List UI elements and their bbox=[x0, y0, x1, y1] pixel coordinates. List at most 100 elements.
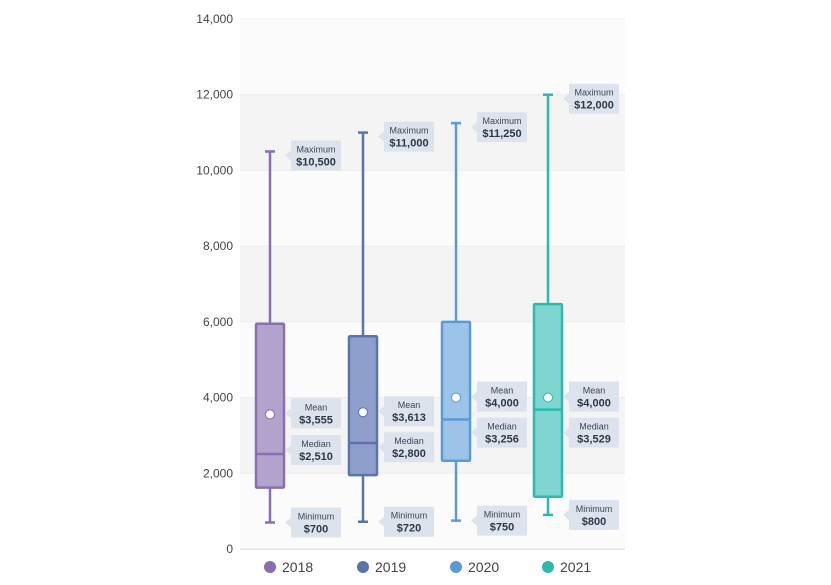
legend-item-2019: 2019 bbox=[357, 559, 406, 575]
callout-value: $2,800 bbox=[392, 448, 426, 460]
series-2021: Maximum $12,000 Mean $4,000 Median $3,529 Mini… bbox=[532, 83, 619, 530]
callout-min: Minimum $800 bbox=[563, 499, 619, 530]
callout-max: Maximum $10,500 bbox=[285, 140, 341, 171]
callout-title: Minimum bbox=[298, 512, 335, 522]
callout-title: Median bbox=[487, 422, 517, 432]
callout-bubble bbox=[378, 432, 434, 463]
grid-band bbox=[240, 170, 625, 247]
callout-value: $12,000 bbox=[574, 100, 614, 112]
callout-title: Median bbox=[301, 439, 331, 449]
series-2020: Maximum $11,250 Mean $4,000 Median $3,256 Mini… bbox=[440, 112, 527, 536]
callout-value: $4,000 bbox=[485, 398, 519, 410]
callout-value: $800 bbox=[582, 516, 606, 528]
callout-value: $700 bbox=[304, 524, 328, 536]
callout-value: $3,555 bbox=[299, 414, 333, 426]
mean-marker bbox=[451, 392, 461, 403]
box-iqr bbox=[440, 320, 472, 463]
legend-swatch bbox=[264, 561, 276, 573]
callout-title: Mean bbox=[398, 400, 421, 410]
callout-min: Minimum $720 bbox=[378, 506, 434, 537]
callout-bubble bbox=[471, 381, 527, 412]
callout-value: $3,613 bbox=[392, 412, 426, 424]
callout-title: Mean bbox=[491, 386, 514, 396]
callout-value: $3,256 bbox=[485, 434, 519, 446]
callout-min: Minimum $750 bbox=[471, 505, 527, 536]
callout-title: Maximum bbox=[574, 88, 613, 98]
legend-item-2021: 2021 bbox=[542, 559, 591, 575]
callout-bubble bbox=[471, 417, 527, 448]
box-iqr bbox=[347, 334, 379, 477]
callout-value: $4,000 bbox=[577, 398, 611, 410]
legend-swatch bbox=[542, 561, 554, 573]
mean-marker bbox=[358, 407, 368, 418]
callout-title: Maximum bbox=[482, 116, 521, 126]
y-tick-label: 2,000 bbox=[203, 466, 233, 480]
callout-max: Maximum $11,250 bbox=[471, 112, 527, 143]
y-tick-label: 6,000 bbox=[203, 315, 233, 329]
callout-bubble bbox=[285, 507, 341, 538]
callout-value: $3,529 bbox=[577, 434, 611, 446]
y-tick-label: 14,000 bbox=[196, 12, 233, 26]
callout-bubble bbox=[563, 381, 619, 412]
callout-bubble bbox=[563, 499, 619, 530]
y-tick-label: 10,000 bbox=[196, 163, 233, 177]
callout-median: Median $2,800 bbox=[378, 432, 434, 463]
callout-value: $11,000 bbox=[389, 138, 428, 150]
callout-title: Mean bbox=[583, 386, 606, 396]
grid-band bbox=[240, 246, 625, 322]
legend-label: 2018 bbox=[282, 559, 313, 575]
callout-median: Median $3,256 bbox=[471, 417, 527, 448]
callout-mean: Mean $3,555 bbox=[285, 398, 341, 429]
callout-max: Maximum $12,000 bbox=[563, 83, 619, 114]
legend-label: 2021 bbox=[560, 559, 591, 575]
callout-bubble bbox=[471, 505, 527, 536]
callout-bubble bbox=[285, 140, 341, 171]
series-2019: Maximum $11,000 Mean $3,613 Median $2,800 Mini… bbox=[347, 121, 434, 537]
y-tick-label: 4,000 bbox=[203, 391, 233, 405]
callout-mean: Mean $4,000 bbox=[471, 381, 527, 412]
box-iqr bbox=[254, 322, 286, 489]
callout-bubble bbox=[563, 417, 619, 448]
callout-value: $720 bbox=[397, 523, 421, 535]
y-tick-label: 12,000 bbox=[196, 88, 233, 102]
legend-item-2018: 2018 bbox=[264, 559, 313, 575]
callout-bubble bbox=[471, 112, 527, 143]
callout-median: Median $3,529 bbox=[563, 417, 619, 448]
callout-bubble bbox=[285, 434, 341, 465]
callout-title: Minimum bbox=[484, 510, 521, 520]
callout-title: Median bbox=[579, 422, 609, 432]
callout-mean: Mean $3,613 bbox=[378, 396, 434, 427]
callout-title: Mean bbox=[305, 402, 328, 412]
callout-bubble bbox=[378, 396, 434, 427]
y-axis: 0 2,000 4,000 6,000 8,000 10,000 12,000 14,000 bbox=[196, 12, 233, 556]
callout-title: Maximum bbox=[389, 126, 428, 136]
callout-title: Maximum bbox=[296, 145, 335, 155]
callout-median: Median $2,510 bbox=[285, 434, 341, 465]
grid-band bbox=[240, 321, 625, 398]
mean-marker bbox=[265, 409, 275, 420]
y-tick-label: 8,000 bbox=[203, 239, 233, 253]
legend-item-2020: 2020 bbox=[450, 559, 499, 575]
mean-marker bbox=[543, 392, 553, 403]
callout-title: Median bbox=[394, 436, 424, 446]
callout-title: Minimum bbox=[576, 504, 613, 514]
callout-value: $11,250 bbox=[482, 128, 521, 140]
series-2018: Maximum $10,500 Mean $3,555 Median $2,510 Mini… bbox=[254, 140, 341, 538]
legend: 2018 2019 2020 2021 bbox=[264, 559, 591, 575]
callout-value: $2,510 bbox=[299, 451, 333, 463]
callout-bubble bbox=[563, 83, 619, 114]
legend-label: 2020 bbox=[468, 559, 499, 575]
y-tick-label: 0 bbox=[226, 542, 233, 556]
legend-swatch bbox=[357, 561, 369, 573]
grid-band bbox=[240, 19, 625, 95]
callout-mean: Mean $4,000 bbox=[563, 381, 619, 412]
callout-value: $10,500 bbox=[296, 157, 336, 169]
callout-bubble bbox=[285, 398, 341, 429]
callout-bubble bbox=[378, 121, 434, 152]
callout-value: $750 bbox=[490, 522, 514, 534]
callout-max: Maximum $11,000 bbox=[378, 121, 434, 152]
callout-bubble bbox=[378, 506, 434, 537]
callout-title: Minimum bbox=[391, 511, 428, 521]
legend-swatch bbox=[450, 561, 462, 573]
